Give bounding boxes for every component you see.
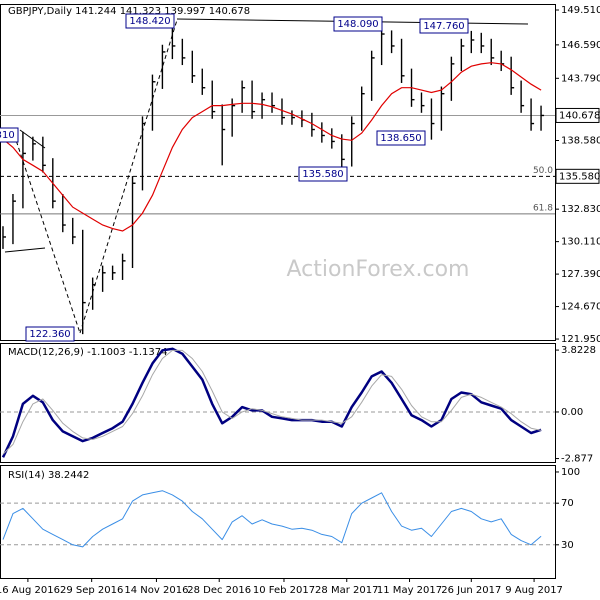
x-tick-label: 14 Nov 2016 — [124, 585, 188, 596]
y-tick-label: 3.8228 — [561, 345, 596, 356]
macd-panel — [0, 343, 556, 463]
price-panel — [0, 4, 556, 341]
y-tick-label: 70 — [561, 498, 574, 509]
x-tick-label: 10 Feb 2017 — [253, 585, 315, 596]
y-tick-label: 138.580 — [561, 136, 600, 147]
indicator-line — [2, 490, 542, 548]
indicator-line — [1, 347, 542, 458]
annotation-box — [376, 130, 426, 146]
y-tick-label: 100 — [561, 467, 580, 478]
y-tick-label: 130.110 — [561, 237, 600, 248]
last-price-box — [555, 107, 600, 123]
annotation: 148.420 — [129, 16, 170, 27]
x-tick-label: 11 May 2017 — [377, 585, 442, 596]
y-tick-label: 124.670 — [561, 302, 600, 313]
annotation: 147.760 — [423, 21, 464, 32]
annotation-box — [25, 326, 75, 342]
y-tick-label: 0.00 — [561, 407, 583, 418]
last-price-label: 140.678 — [559, 110, 600, 121]
annotation: 139.310 — [0, 130, 15, 141]
trend-line — [4, 247, 46, 253]
annotation-box — [298, 166, 348, 182]
y-tick-label: 149.510 — [561, 5, 600, 16]
macd-title: MACD(12,26,9) -1.1003 -1.1374 — [8, 347, 168, 358]
annotation: 122.360 — [29, 329, 70, 340]
annotation: 148.090 — [337, 19, 378, 30]
annotation: 135.580 — [302, 169, 343, 180]
x-tick-label: 28 Dec 2016 — [187, 585, 251, 596]
fib-level-label: 50.0 — [533, 166, 553, 176]
y-tick-label: 132.830 — [561, 204, 600, 215]
annotation-box — [419, 18, 469, 34]
chart-title: GBPJPY,Daily 141.244 141.323 139.997 140… — [8, 6, 250, 17]
moving-average — [2, 62, 542, 232]
x-tick-label: 16 Aug 2016 — [0, 585, 60, 596]
rsi-title: RSI(14) 38.2442 — [8, 470, 89, 481]
axis-level-label: 135.580 — [559, 171, 600, 182]
y-tick-label: 121.950 — [561, 334, 600, 345]
fib-level-label: 61.8 — [533, 203, 553, 213]
trend-line — [79, 19, 178, 334]
x-tick-label: 9 Aug 2017 — [505, 585, 563, 596]
watermark: ActionForex.com — [287, 257, 470, 282]
y-tick-label: 127.390 — [561, 269, 600, 280]
x-tick-label: 29 Sep 2016 — [60, 585, 123, 596]
annotation-box — [0, 127, 19, 143]
rsi-panel — [0, 465, 556, 579]
y-tick-label: -2.877 — [561, 454, 593, 465]
indicator-line — [2, 349, 542, 455]
y-tick-label: 30 — [561, 540, 574, 551]
annotation-box — [125, 13, 175, 29]
annotation-box — [333, 16, 383, 32]
axis-level-box — [555, 168, 600, 184]
x-tick-label: 26 Jun 2017 — [441, 585, 501, 596]
y-tick-label: 146.590 — [561, 40, 600, 51]
y-tick-label: 143.790 — [561, 73, 600, 84]
annotation: 138.650 — [380, 133, 421, 144]
x-tick-label: 28 Mar 2017 — [315, 585, 378, 596]
